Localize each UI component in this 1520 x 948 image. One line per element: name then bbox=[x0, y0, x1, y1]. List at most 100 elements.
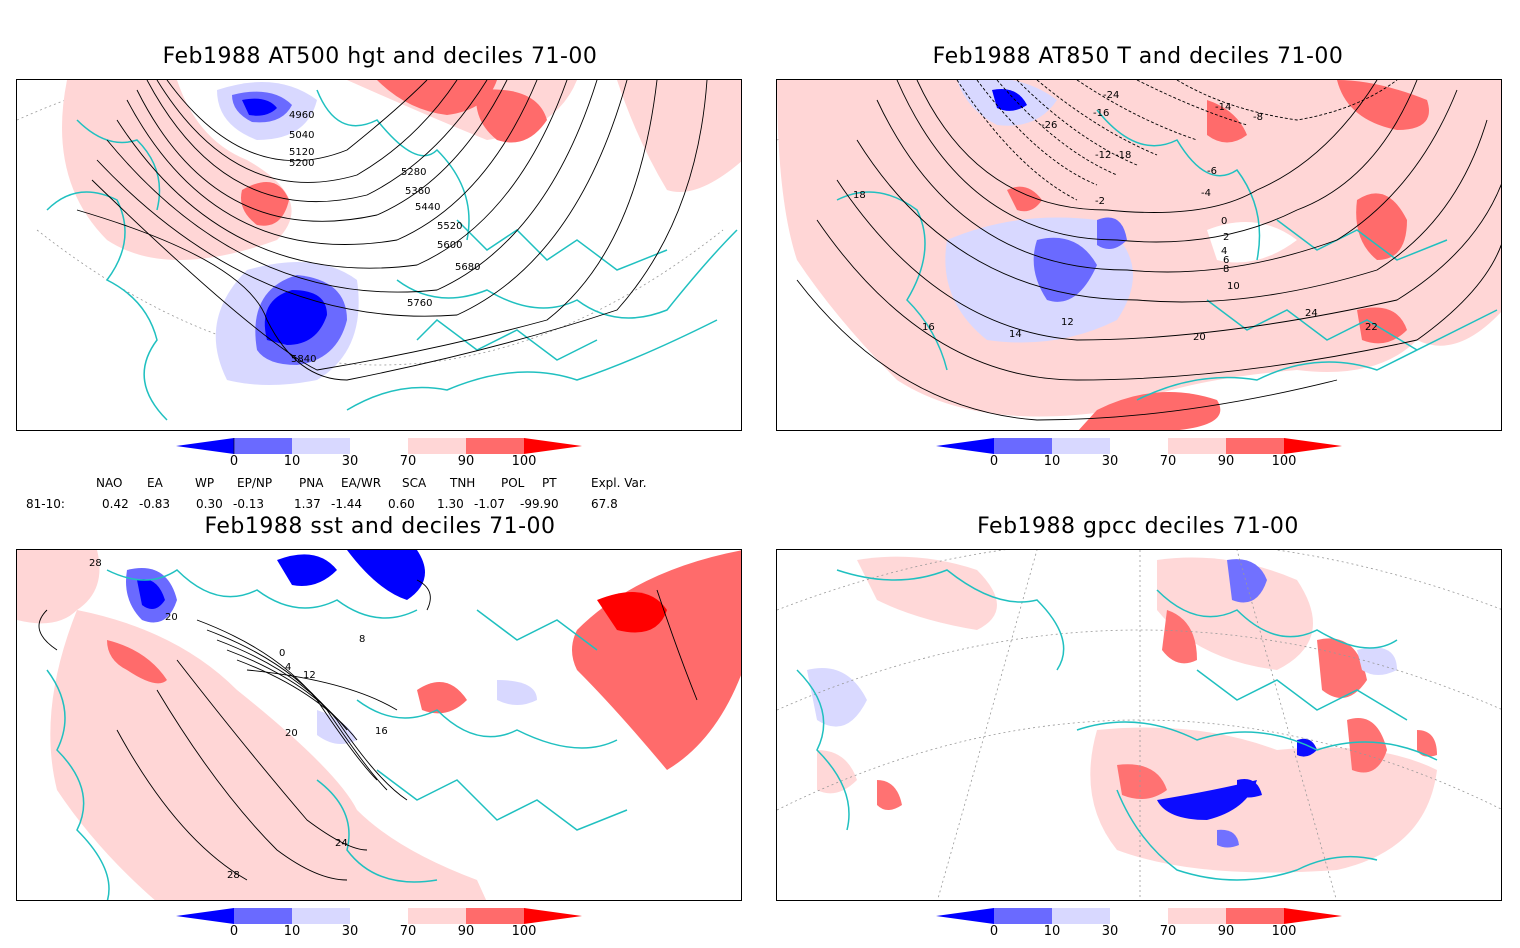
colorbar-at500: 0 10 30 70 90 100 bbox=[176, 438, 586, 478]
map-at850-svg: -24 -26 -16 -18 -12 -14 -8 -6 -4 -2 0 2 … bbox=[777, 80, 1501, 430]
colorbar-svg bbox=[176, 908, 582, 924]
colorbar-label: 10 bbox=[1043, 924, 1061, 939]
colorbar-label: 100 bbox=[1271, 924, 1297, 939]
contour-labels-sst: 28 20 0 4 8 12 16 20 24 28 bbox=[89, 558, 388, 881]
colorbar-svg bbox=[936, 438, 1342, 454]
stats-header: PNA bbox=[299, 476, 324, 490]
contour-label: 6 bbox=[1223, 255, 1229, 266]
colorbar-svg bbox=[936, 908, 1342, 924]
contour-label: 4 bbox=[285, 662, 291, 673]
stats-value: -1.44 bbox=[331, 497, 363, 511]
contour-label: -14 bbox=[1215, 102, 1231, 113]
colorbar-label: 0 bbox=[229, 454, 239, 469]
contour-label: -12 bbox=[1095, 150, 1111, 161]
colorbar-label: 90 bbox=[1217, 454, 1235, 469]
colorbar-label: 90 bbox=[1217, 924, 1235, 939]
colorbar-label: 30 bbox=[341, 924, 359, 939]
contour-label: 5760 bbox=[407, 298, 432, 309]
map-panel-at850: -24 -26 -16 -18 -12 -14 -8 -6 -4 -2 0 2 … bbox=[776, 79, 1502, 431]
stats-value: 67.8 bbox=[591, 497, 618, 511]
contour-label: 20 bbox=[165, 612, 178, 623]
contour-label: 28 bbox=[89, 558, 102, 569]
colorbar-label: 10 bbox=[283, 454, 301, 469]
colorbar-label: 70 bbox=[1159, 454, 1177, 469]
stats-value: -0.83 bbox=[139, 497, 171, 511]
colorbar-label: 100 bbox=[511, 924, 537, 939]
contour-label: 24 bbox=[1305, 308, 1318, 319]
contour-label: 12 bbox=[1061, 317, 1074, 328]
colorbar-label: 0 bbox=[989, 454, 999, 469]
colorbar-label: 70 bbox=[399, 454, 417, 469]
colorbar-label: 30 bbox=[1101, 924, 1119, 939]
stats-header: NAO bbox=[96, 476, 123, 490]
contour-label: -26 bbox=[1041, 120, 1057, 131]
colorbar-sst: 0 10 30 70 90 100 bbox=[176, 908, 586, 948]
stats-value: 1.30 bbox=[437, 497, 464, 511]
panel-title-gpcc: Feb1988 gpcc deciles 71-00 bbox=[977, 514, 1299, 539]
map-panel-gpcc bbox=[776, 549, 1502, 901]
contour-label: 5600 bbox=[437, 240, 462, 251]
contour-label: 4960 bbox=[289, 110, 314, 121]
contour-label: 0 bbox=[1221, 216, 1227, 227]
stats-header: WP bbox=[195, 476, 215, 490]
stats-value-row: 81-10: 0.42 -0.83 0.30 -0.13 1.37 -1.44 … bbox=[0, 497, 760, 513]
contour-label: -24 bbox=[1103, 90, 1119, 101]
contour-label: 12 bbox=[303, 670, 316, 681]
colorbar-at850: 0 10 30 70 90 100 bbox=[936, 438, 1346, 478]
stats-value: 0.42 bbox=[102, 497, 129, 511]
contour-label: 24 bbox=[335, 838, 348, 849]
stats-header: EP/NP bbox=[237, 476, 273, 490]
colorbar-label: 90 bbox=[457, 924, 475, 939]
contour-label: 5360 bbox=[405, 186, 430, 197]
contour-label: -6 bbox=[1207, 166, 1217, 177]
contour-labels-at500: 4960 5040 5120 5200 5280 5360 5440 5520 … bbox=[289, 110, 480, 365]
teleconnection-stats: NAO EA WP EP/NP PNA EA/WR SCA TNH POL PT… bbox=[0, 476, 760, 516]
contour-label: 5280 bbox=[401, 167, 426, 178]
contour-label: -4 bbox=[1201, 188, 1211, 199]
panel-title-at500: Feb1988 AT500 hgt and deciles 71-00 bbox=[162, 44, 598, 69]
colorbar-label: 90 bbox=[457, 454, 475, 469]
colorbar-label: 0 bbox=[989, 924, 999, 939]
stats-header: EA bbox=[147, 476, 163, 490]
map-panel-at500: 4960 5040 5120 5200 5280 5360 5440 5520 … bbox=[16, 79, 742, 431]
stats-header: SCA bbox=[402, 476, 427, 490]
contour-label: 5200 bbox=[289, 158, 314, 169]
contour-label: 2 bbox=[1223, 232, 1229, 243]
contour-label: 20 bbox=[1193, 332, 1206, 343]
stats-header-row: NAO EA WP EP/NP PNA EA/WR SCA TNH POL PT… bbox=[0, 476, 760, 492]
contour-label: 0 bbox=[279, 648, 285, 659]
colorbar-label: 10 bbox=[1043, 454, 1061, 469]
contour-label: -16 bbox=[1093, 108, 1109, 119]
map-gpcc-svg bbox=[777, 550, 1501, 900]
map-at500-svg: 4960 5040 5120 5200 5280 5360 5440 5520 … bbox=[17, 80, 741, 421]
contour-label: 16 bbox=[375, 726, 388, 737]
contour-label: 4 bbox=[1221, 246, 1227, 257]
stats-header: POL bbox=[501, 476, 525, 490]
panel-title-sst: Feb1988 sst and deciles 71-00 bbox=[204, 514, 556, 539]
stats-header: PT bbox=[542, 476, 557, 490]
colorbar-label: 100 bbox=[1271, 454, 1297, 469]
contour-label: 5040 bbox=[289, 130, 314, 141]
map-panel-sst: 28 20 0 4 8 12 16 20 24 28 bbox=[16, 549, 742, 901]
stats-header: Expl. Var. bbox=[591, 476, 647, 490]
stats-value: 0.60 bbox=[388, 497, 415, 511]
contour-label: 16 bbox=[922, 322, 935, 333]
stats-value: 0.30 bbox=[196, 497, 223, 511]
contour-label: 5680 bbox=[455, 262, 480, 273]
colorbar-label: 70 bbox=[1159, 924, 1177, 939]
colorbar-gpcc: 0 10 30 70 90 100 bbox=[936, 908, 1346, 948]
contour-label: 18 bbox=[853, 190, 866, 201]
contour-label: 28 bbox=[227, 870, 240, 881]
stats-row-label: 81-10: bbox=[26, 497, 65, 511]
panel-title-at850: Feb1988 AT850 T and deciles 71-00 bbox=[932, 44, 1344, 69]
contour-label: 5120 bbox=[289, 147, 314, 158]
stats-value: -0.13 bbox=[233, 497, 265, 511]
contour-label: 22 bbox=[1365, 322, 1378, 333]
colorbar-label: 0 bbox=[229, 924, 239, 939]
stats-header: EA/WR bbox=[341, 476, 382, 490]
contour-label: -2 bbox=[1095, 196, 1105, 207]
map-sst-svg: 28 20 0 4 8 12 16 20 24 28 bbox=[17, 550, 741, 900]
contour-label: 5520 bbox=[437, 221, 462, 232]
contour-label: 8 bbox=[1223, 264, 1229, 275]
stats-value: -99.90 bbox=[520, 497, 559, 511]
